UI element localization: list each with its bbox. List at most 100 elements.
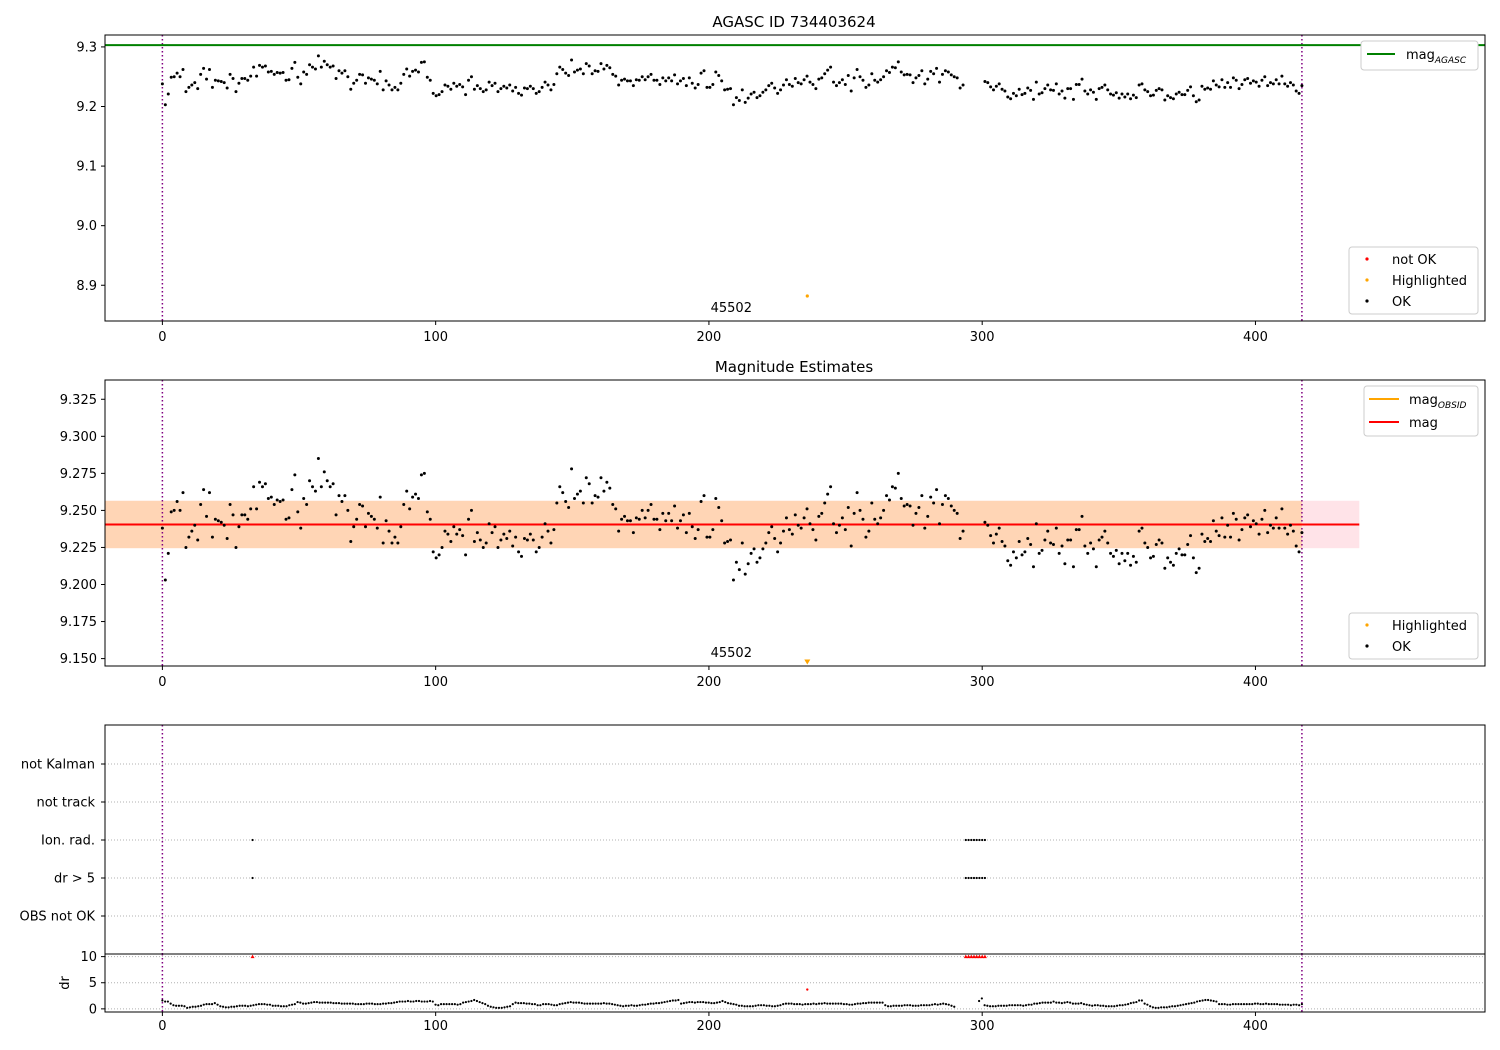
legend-marker-highlighted: [1365, 623, 1368, 626]
ok-point: [446, 533, 449, 536]
dr-point: [876, 1001, 878, 1003]
x-tick-label: 400: [1243, 330, 1268, 345]
ok-point: [591, 72, 594, 75]
ok-point: [888, 499, 891, 502]
ok-point: [744, 101, 747, 104]
ok-point: [685, 84, 688, 87]
ok-point: [626, 79, 629, 82]
ok-point: [1240, 528, 1243, 531]
ok-point: [420, 473, 423, 476]
dr-point: [732, 1003, 734, 1005]
ok-point: [1238, 87, 1241, 90]
ok-point: [1038, 92, 1041, 95]
y-tick-label: 9.175: [60, 615, 97, 630]
ok-point: [870, 501, 873, 504]
dr-point: [1008, 1004, 1010, 1006]
dr-point: [879, 1001, 881, 1003]
ok-point: [285, 79, 288, 82]
dr-point: [1025, 1004, 1027, 1006]
ok-point: [1083, 544, 1086, 547]
dr-point: [330, 1001, 332, 1003]
ok-point: [914, 512, 917, 515]
ok-point: [443, 530, 446, 533]
dr-point: [302, 1003, 304, 1005]
dr-point: [291, 1004, 293, 1006]
ok-point: [1066, 87, 1069, 90]
ok-point: [1118, 97, 1121, 100]
ok-point: [496, 90, 499, 93]
ok-point: [382, 88, 385, 91]
ok-point: [1218, 534, 1221, 537]
ok-point: [947, 70, 950, 73]
dr-point: [261, 1003, 263, 1005]
dr-point: [923, 1004, 925, 1006]
ok-point: [1260, 79, 1263, 82]
ok-point: [753, 547, 756, 550]
ok-point: [585, 476, 588, 479]
ok-point: [473, 88, 476, 91]
ok-point: [1203, 540, 1206, 543]
dr-point: [1188, 1003, 1190, 1005]
ok-point: [667, 76, 670, 79]
ok-point: [1126, 552, 1129, 555]
ok-point: [184, 90, 187, 93]
dr-point: [652, 1003, 654, 1005]
dr-point: [832, 1003, 834, 1005]
ok-point: [240, 513, 243, 516]
ok-point: [405, 490, 408, 493]
dr-point: [404, 1000, 406, 1002]
x-tick-label: 100: [423, 675, 448, 690]
dr-point: [796, 1003, 798, 1005]
ok-point: [1169, 561, 1172, 564]
ok-point: [947, 497, 950, 500]
ok-point: [1300, 531, 1303, 534]
panel-agasc-annotation: 45502: [711, 301, 752, 316]
ok-point: [723, 542, 726, 545]
legend-marker-ok: [1365, 644, 1368, 647]
ok-point: [305, 73, 308, 76]
dr-point: [429, 1000, 431, 1002]
dr-point: [611, 1003, 613, 1005]
ok-point: [614, 75, 617, 78]
ok-point: [632, 84, 635, 87]
dr-point: [1127, 1003, 1129, 1005]
ok-point: [623, 78, 626, 81]
ok-point: [526, 87, 529, 90]
ok-point: [1046, 530, 1049, 533]
dr-point: [1179, 1004, 1181, 1006]
dr-point: [1248, 1003, 1250, 1005]
flag-row-label: not Kalman: [21, 758, 95, 773]
dr-point: [183, 1005, 185, 1007]
x-tick-label: 100: [423, 1019, 448, 1034]
dr-point: [666, 1000, 668, 1002]
dr-point: [341, 1003, 343, 1005]
dr-point: [934, 1003, 936, 1005]
dr-point: [272, 1005, 274, 1007]
ok-point: [549, 542, 552, 545]
ok-point: [797, 81, 800, 84]
ok-point: [1103, 530, 1106, 533]
ok-point: [935, 67, 938, 70]
ok-point: [720, 519, 723, 522]
ok-point: [700, 500, 703, 503]
ok-point: [1140, 82, 1143, 85]
flag-point: [976, 839, 978, 841]
dr-point: [1174, 1005, 1176, 1007]
ok-point: [340, 72, 343, 75]
ok-point: [959, 87, 962, 90]
ok-point: [443, 84, 446, 87]
dr-point: [509, 1005, 511, 1007]
dr-point: [316, 1001, 318, 1003]
dr-point: [170, 1003, 172, 1005]
ok-point: [1186, 543, 1189, 546]
dr-point: [608, 1003, 610, 1005]
ok-point: [820, 76, 823, 79]
ok-point: [1118, 562, 1121, 565]
dr-point: [393, 1001, 395, 1003]
ok-point: [641, 75, 644, 78]
ok-point: [1120, 552, 1123, 555]
dr-point: [376, 1003, 378, 1005]
ok-point: [679, 79, 682, 82]
ok-point: [517, 92, 520, 95]
ok-point: [355, 79, 358, 82]
